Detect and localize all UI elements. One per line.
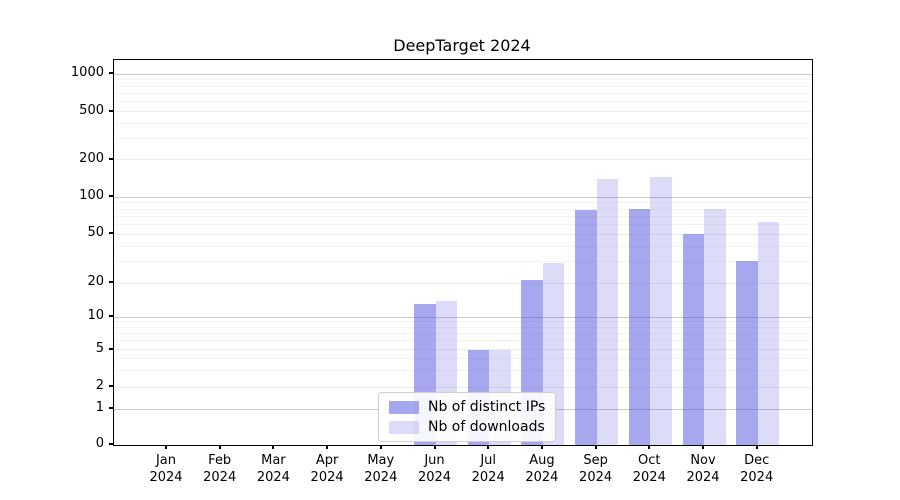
- x-tick-label-oct: Oct 2024: [632, 453, 666, 485]
- y-tick-100: [109, 195, 113, 197]
- gridline-40: [114, 245, 812, 247]
- gridline-90: [114, 202, 812, 204]
- y-tick-label-2: 2: [95, 378, 104, 393]
- gridline-300: [114, 137, 812, 139]
- gridline-200: [114, 159, 812, 161]
- y-tick-label-20: 20: [87, 274, 104, 289]
- legend-label-downloads: Nb of downloads: [428, 419, 545, 435]
- bar-distinct-ips-nov: [682, 234, 704, 445]
- y-tick-200: [109, 157, 113, 160]
- bar-distinct-ips-oct: [628, 209, 651, 445]
- gridline-5: [114, 349, 812, 350]
- x-tick-jun: [433, 445, 436, 449]
- x-tick-label-may: May 2024: [364, 453, 398, 485]
- chart-title: DeepTarget 2024: [393, 36, 531, 55]
- x-tick-label-mar: Mar 2024: [256, 453, 290, 485]
- x-tick-sep: [594, 445, 597, 449]
- legend-entry-downloads: Nb of downloads: [389, 419, 545, 435]
- y-tick-50: [109, 232, 113, 235]
- x-tick-aug: [540, 445, 543, 449]
- y-tick-label-100: 100: [79, 188, 104, 203]
- bar-downloads-nov: [704, 209, 726, 445]
- legend-label-distinct-ips: Nb of distinct IPs: [428, 399, 546, 415]
- x-tick-label-feb: Feb 2024: [203, 453, 237, 485]
- gridline-30: [114, 260, 812, 262]
- y-tick-label-500: 500: [79, 102, 104, 118]
- y-tick-10: [109, 315, 113, 317]
- bar-distinct-ips-sep: [575, 210, 597, 445]
- y-tick-5: [109, 347, 113, 350]
- gridline-400: [114, 122, 812, 124]
- gridline-8: [114, 326, 812, 328]
- y-tick-label-5: 5: [95, 340, 104, 356]
- y-tick-1: [109, 407, 113, 409]
- y-tick-label-10: 10: [87, 308, 104, 323]
- x-tick-label-jul: Jul 2024: [471, 453, 505, 485]
- y-tick-1000: [109, 72, 113, 75]
- gridline-2: [114, 386, 812, 388]
- x-tick-oct: [648, 445, 651, 449]
- x-tick-apr: [326, 445, 329, 449]
- x-tick-label-aug: Aug 2024: [525, 453, 559, 485]
- legend: Nb of distinct IPs Nb of downloads: [378, 392, 557, 442]
- bar-distinct-ips-dec: [736, 261, 758, 445]
- gridline-100: [114, 196, 812, 198]
- gridline-500: [114, 111, 812, 113]
- gridline-1000: [114, 73, 812, 75]
- y-tick-label-200: 200: [79, 150, 104, 166]
- y-tick-0: [109, 443, 113, 445]
- bar-downloads-oct: [650, 176, 672, 445]
- y-tick-20: [109, 281, 113, 283]
- x-tick-mar: [272, 445, 275, 449]
- x-tick-label-jan: Jan 2024: [149, 453, 183, 485]
- gridline-600: [114, 101, 812, 103]
- legend-swatch-downloads: [389, 420, 419, 434]
- x-tick-feb: [218, 445, 221, 449]
- y-tick-label-1: 1: [95, 400, 104, 415]
- gridline-3: [114, 369, 812, 371]
- y-tick-label-1000: 1000: [70, 65, 104, 81]
- gridline-7: [114, 333, 812, 335]
- x-tick-jul: [487, 445, 490, 449]
- plot-area: [113, 59, 813, 446]
- x-tick-nov: [702, 445, 704, 449]
- x-tick-label-nov: Nov 2024: [686, 453, 720, 485]
- x-tick-label-sep: Sep 2024: [579, 453, 613, 485]
- legend-swatch-distinct-ips: [389, 400, 419, 414]
- x-tick-dec: [755, 445, 758, 449]
- y-tick-500: [109, 109, 113, 112]
- bar-downloads-sep: [596, 178, 619, 445]
- x-tick-label-dec: Dec 2024: [740, 453, 774, 485]
- gridline-4: [114, 358, 812, 360]
- y-tick-2: [109, 385, 113, 387]
- gridline-70: [114, 215, 812, 217]
- gridline-60: [114, 223, 812, 225]
- x-tick-label-apr: Apr 2024: [310, 453, 344, 485]
- legend-entry-distinct-ips: Nb of distinct IPs: [389, 399, 545, 415]
- y-tick-label-0: 0: [95, 436, 104, 451]
- gridline-80: [114, 208, 812, 210]
- x-tick-jan: [165, 445, 167, 449]
- gridline-800: [114, 85, 812, 87]
- gridline-9: [114, 321, 812, 323]
- gridline-10: [114, 316, 812, 318]
- bar-downloads-dec: [757, 221, 780, 445]
- gridline-900: [114, 79, 812, 81]
- gridline-700: [114, 93, 812, 95]
- y-tick-label-50: 50: [87, 225, 104, 241]
- gridline-20: [114, 282, 812, 284]
- gridline-6: [114, 340, 812, 342]
- x-tick-may: [379, 445, 382, 449]
- gridline-50: [114, 233, 812, 235]
- x-tick-label-jun: Jun 2024: [417, 453, 452, 485]
